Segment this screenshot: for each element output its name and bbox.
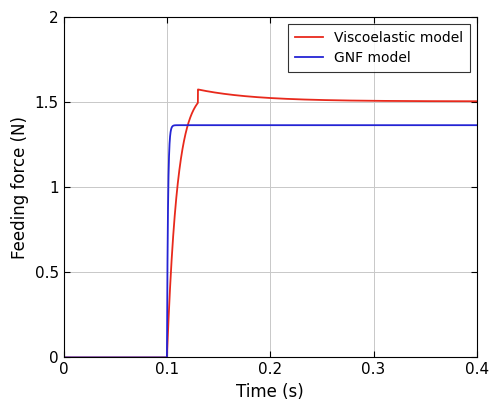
- Viscoelastic model: [60, 355, 66, 360]
- Viscoelastic model: [474, 99, 480, 104]
- GNF model: [202, 123, 208, 128]
- X-axis label: Time (s): Time (s): [236, 383, 304, 401]
- Y-axis label: Feeding force (N): Feeding force (N): [11, 116, 29, 259]
- Viscoelastic model: [440, 99, 446, 104]
- Viscoelastic model: [195, 87, 201, 92]
- Viscoelastic model: [361, 98, 367, 103]
- Legend: Viscoelastic model, GNF model: Viscoelastic model, GNF model: [288, 24, 470, 72]
- GNF model: [234, 123, 240, 128]
- Viscoelastic model: [461, 99, 467, 104]
- Viscoelastic model: [257, 95, 263, 100]
- Viscoelastic model: [234, 93, 240, 98]
- Line: Viscoelastic model: Viscoelastic model: [64, 89, 477, 358]
- GNF model: [238, 123, 244, 128]
- GNF model: [361, 123, 367, 128]
- Viscoelastic model: [238, 93, 244, 98]
- Line: GNF model: GNF model: [64, 125, 477, 358]
- GNF model: [474, 123, 480, 128]
- GNF model: [461, 123, 467, 128]
- GNF model: [440, 123, 446, 128]
- GNF model: [257, 123, 263, 128]
- GNF model: [60, 355, 66, 360]
